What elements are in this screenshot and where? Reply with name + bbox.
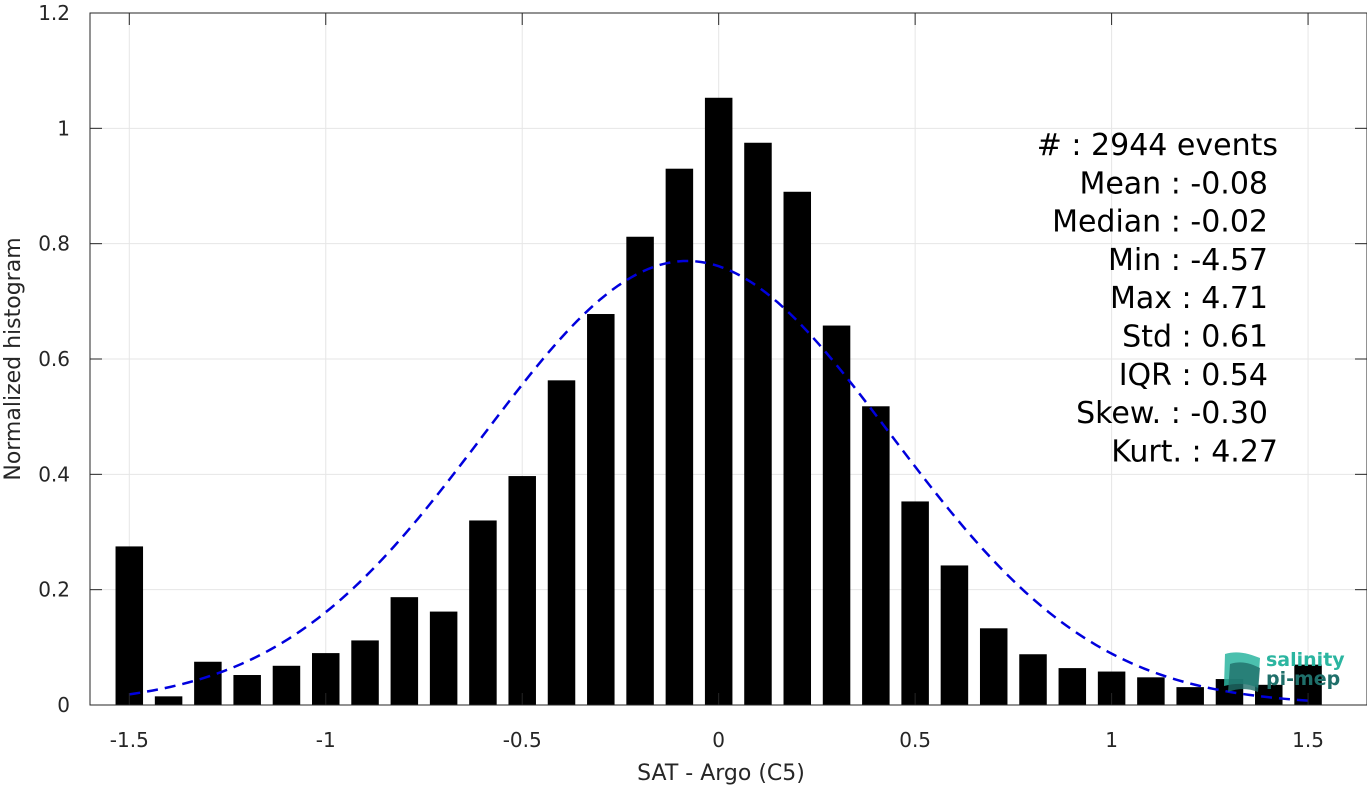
y-tick-label: 0.6	[38, 347, 70, 371]
stat-line: Kurt. : 4.27	[1111, 434, 1278, 469]
y-tick-label: 0.4	[38, 462, 70, 486]
y-tick-label: 0.2	[38, 578, 70, 602]
histogram-bar	[1255, 684, 1283, 705]
salinity-pi-mep-logo: salinity pi-mep	[1224, 649, 1345, 692]
y-tick-label: 0.8	[38, 232, 70, 256]
y-tick-label: 1	[57, 116, 70, 140]
gaussian-fit-curve	[129, 259, 1309, 702]
histogram-bar	[390, 597, 419, 705]
stat-line: Min : -4.57	[1108, 243, 1268, 278]
histogram-bar	[744, 142, 772, 705]
stat-line: # : 2944 events	[1037, 128, 1278, 163]
x-tick-labels: -1.5 -1 -0.5 0 0.5 1 1.5	[110, 728, 1324, 752]
stat-line: IQR : 0.54	[1119, 358, 1268, 393]
stat-line: Std : 0.61	[1122, 320, 1268, 355]
x-tick-label: -0.5	[503, 728, 542, 752]
y-tick-labels: 0 0.2 0.4 0.6 0.8 1 1.2	[38, 1, 70, 717]
axis-ticks	[90, 12, 1367, 706]
histogram-bar	[154, 696, 183, 705]
histogram-bar	[194, 661, 222, 705]
histogram-bar	[822, 325, 851, 705]
histogram-bar	[1019, 654, 1047, 705]
y-tick-label: 1.2	[38, 1, 70, 25]
histogram-bar	[1176, 687, 1204, 705]
histogram-bar	[862, 406, 890, 705]
logo-wave-icon-dark	[1228, 662, 1260, 692]
histogram-bar	[587, 314, 615, 705]
stat-line: Skew. : -0.30	[1076, 396, 1268, 431]
histogram-bars	[115, 97, 1322, 705]
x-tick-label: -1.5	[110, 728, 149, 752]
logo-line-2: pi-mep	[1266, 668, 1340, 690]
histogram-bar	[901, 501, 929, 705]
histogram-bar	[704, 97, 733, 705]
histogram-bar	[429, 611, 458, 705]
x-axis-label: SAT - Argo (C5)	[637, 761, 805, 786]
y-tick-label: 0	[57, 693, 70, 717]
histogram-bar	[233, 675, 261, 705]
histogram-bar	[1058, 668, 1087, 705]
x-tick-label: -1	[316, 728, 336, 752]
x-tick-label: 1.5	[1292, 728, 1324, 752]
stat-line: Max : 4.71	[1110, 281, 1268, 316]
histogram-bar	[940, 565, 969, 705]
x-tick-label: 1	[1105, 728, 1118, 752]
histogram-bar	[665, 168, 694, 705]
histogram-bar	[115, 546, 144, 705]
x-tick-label: 0.5	[899, 728, 931, 752]
histogram-bar	[351, 640, 379, 705]
histogram-bar	[547, 380, 576, 705]
histogram-bar	[626, 236, 654, 705]
logo-line-1: salinity	[1266, 649, 1345, 671]
histogram-bar	[783, 191, 812, 705]
stat-line: Median : -0.02	[1052, 205, 1268, 240]
y-axis-label: Normalized histogram	[1, 237, 26, 480]
histogram-bar	[508, 476, 536, 705]
histogram-bar	[469, 520, 497, 705]
histogram-bar	[979, 628, 1008, 705]
x-tick-label: 0	[712, 728, 725, 752]
histogram-bar	[272, 665, 301, 705]
stat-line: Mean : -0.08	[1079, 166, 1268, 201]
histogram-bar	[1137, 677, 1165, 705]
